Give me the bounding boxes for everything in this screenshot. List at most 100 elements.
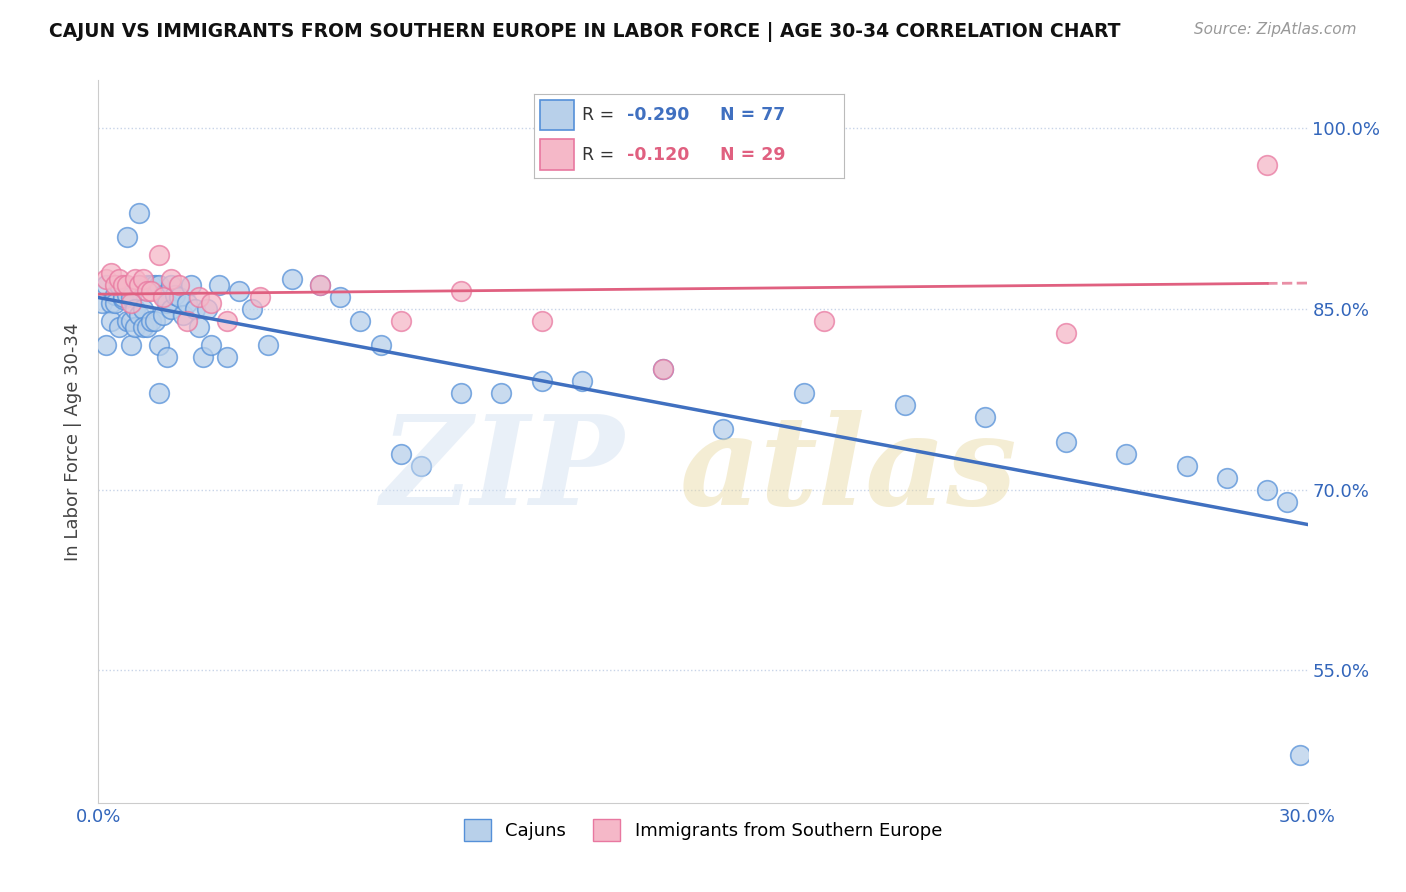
Point: [152, 308, 174, 322]
Point: [450, 386, 472, 401]
Point: [143, 278, 166, 293]
Point: [91, 296, 114, 310]
Point: [217, 314, 239, 328]
Point: [115, 278, 138, 293]
Point: [188, 290, 211, 304]
Point: [1256, 483, 1278, 497]
Point: [200, 338, 222, 352]
Point: [195, 301, 218, 317]
Point: [148, 386, 170, 401]
Point: [139, 278, 162, 293]
Point: [107, 278, 129, 293]
Point: [256, 338, 278, 352]
Point: [184, 301, 207, 317]
Point: [103, 287, 125, 301]
Point: [1288, 747, 1310, 762]
Legend: Cajuns, Immigrants from Southern Europe: Cajuns, Immigrants from Southern Europe: [457, 812, 949, 848]
Point: [135, 284, 157, 298]
Text: -0.290: -0.290: [627, 106, 689, 124]
Point: [1216, 471, 1239, 485]
Point: [115, 314, 138, 328]
Point: [128, 308, 150, 322]
Point: [148, 278, 170, 293]
Point: [124, 272, 146, 286]
Point: [111, 293, 134, 307]
Point: [148, 248, 170, 262]
Point: [1054, 326, 1077, 341]
Text: CAJUN VS IMMIGRANTS FROM SOUTHERN EUROPE IN LABOR FORCE | AGE 30-34 CORRELATION : CAJUN VS IMMIGRANTS FROM SOUTHERN EUROPE…: [49, 22, 1121, 42]
Point: [115, 230, 138, 244]
Point: [228, 284, 250, 298]
Point: [240, 301, 263, 317]
Point: [120, 314, 142, 328]
Point: [111, 290, 134, 304]
Point: [148, 338, 170, 352]
Point: [120, 296, 142, 310]
Point: [329, 290, 352, 304]
Point: [111, 278, 134, 293]
Point: [193, 350, 215, 364]
Point: [530, 314, 553, 328]
Point: [107, 320, 129, 334]
Point: [200, 296, 222, 310]
Point: [813, 314, 835, 328]
Point: [651, 362, 673, 376]
Point: [100, 314, 122, 328]
Point: [249, 290, 271, 304]
Point: [128, 278, 150, 293]
Point: [152, 287, 174, 301]
Point: [309, 278, 332, 293]
Point: [132, 301, 155, 317]
Point: [152, 290, 174, 304]
Point: [124, 301, 146, 317]
Point: [389, 314, 412, 328]
Point: [160, 278, 183, 293]
Point: [176, 296, 198, 310]
Point: [1054, 434, 1077, 449]
Point: [571, 375, 593, 389]
Text: ZIP: ZIP: [381, 409, 624, 532]
Point: [120, 290, 142, 304]
Point: [217, 350, 239, 364]
Point: [409, 458, 432, 473]
Point: [188, 320, 211, 334]
Point: [115, 287, 138, 301]
Text: atlas: atlas: [679, 409, 1017, 532]
Point: [128, 278, 150, 293]
Point: [132, 320, 155, 334]
Point: [103, 278, 125, 293]
Text: -0.120: -0.120: [627, 145, 689, 163]
Point: [156, 296, 179, 310]
Point: [1277, 495, 1299, 509]
FancyBboxPatch shape: [540, 139, 575, 169]
Point: [128, 205, 150, 219]
Point: [132, 272, 155, 286]
Point: [370, 338, 392, 352]
Point: [893, 398, 915, 412]
Point: [143, 314, 166, 328]
Point: [1115, 447, 1137, 461]
Text: R =: R =: [582, 106, 620, 124]
Point: [160, 301, 183, 317]
Point: [167, 290, 190, 304]
Point: [172, 308, 194, 322]
Point: [120, 338, 142, 352]
Point: [711, 423, 734, 437]
Point: [491, 386, 513, 401]
Point: [160, 272, 183, 286]
Point: [96, 272, 118, 286]
Point: [349, 314, 371, 328]
Point: [208, 278, 231, 293]
Point: [96, 338, 118, 352]
Point: [100, 266, 122, 280]
Point: [389, 447, 412, 461]
Y-axis label: In Labor Force | Age 30-34: In Labor Force | Age 30-34: [65, 322, 83, 561]
Point: [1175, 458, 1198, 473]
Point: [530, 375, 553, 389]
Point: [281, 272, 304, 286]
Point: [180, 278, 202, 293]
FancyBboxPatch shape: [540, 100, 575, 130]
Point: [96, 278, 118, 293]
Text: N = 77: N = 77: [720, 106, 785, 124]
Point: [135, 320, 157, 334]
